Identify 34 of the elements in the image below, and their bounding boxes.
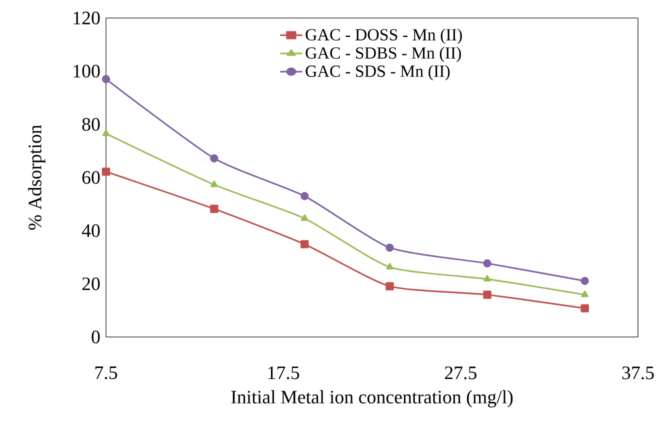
y-tick-label: 20 <box>82 277 100 290</box>
y-tick-label: 60 <box>82 171 100 184</box>
x-axis-title: Initial Metal ion concentration (mg/l) <box>231 390 513 408</box>
y-tick-label: 100 <box>74 64 100 78</box>
legend-label: GAC - DOSS - Mn (II) <box>306 28 462 44</box>
point <box>386 282 394 290</box>
y-axis-title: % Adsorption <box>28 124 46 230</box>
legend-label: GAC - SDBS - Mn (II) <box>306 46 461 62</box>
point <box>580 304 589 312</box>
point <box>484 274 491 282</box>
point <box>102 75 110 84</box>
x-tick-label: 37.5 <box>622 366 654 380</box>
point <box>386 244 394 252</box>
point <box>580 276 589 285</box>
point <box>300 192 309 200</box>
y-tick-label: 40 <box>82 224 100 238</box>
point <box>483 290 492 299</box>
point <box>581 290 588 298</box>
x-tick-label: 7.5 <box>95 366 118 380</box>
point <box>300 214 308 221</box>
point <box>210 180 218 188</box>
y-tick-label: 120 <box>74 12 100 24</box>
point <box>210 154 218 162</box>
point <box>300 240 309 248</box>
x-tick-label: 27.5 <box>444 366 476 380</box>
legend-label: GAC - SDS - Mn (II) <box>306 65 450 80</box>
point <box>386 262 394 270</box>
x-tick-label: 17.5 <box>268 366 300 380</box>
point <box>102 130 110 136</box>
y-tick-label: 80 <box>82 118 100 131</box>
point <box>102 168 110 176</box>
point <box>210 204 218 213</box>
y-tick-label: 0 <box>92 330 100 344</box>
point <box>483 259 492 268</box>
